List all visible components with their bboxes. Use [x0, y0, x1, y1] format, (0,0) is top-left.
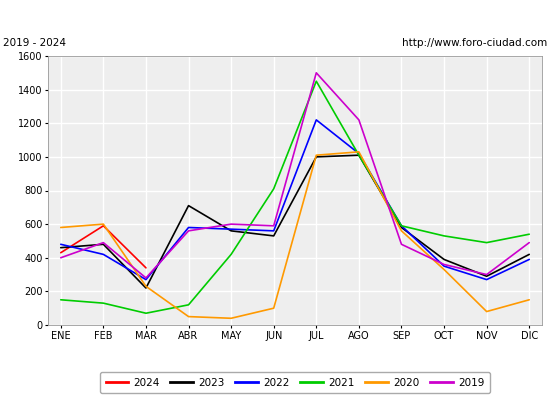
Text: 2019 - 2024: 2019 - 2024: [3, 38, 66, 48]
Text: Evolucion Nº Turistas Nacionales en el municipio de Poyales del Hoyo: Evolucion Nº Turistas Nacionales en el m…: [44, 10, 506, 22]
Text: http://www.foro-ciudad.com: http://www.foro-ciudad.com: [402, 38, 547, 48]
Legend: 2024, 2023, 2022, 2021, 2020, 2019: 2024, 2023, 2022, 2021, 2020, 2019: [100, 372, 490, 393]
